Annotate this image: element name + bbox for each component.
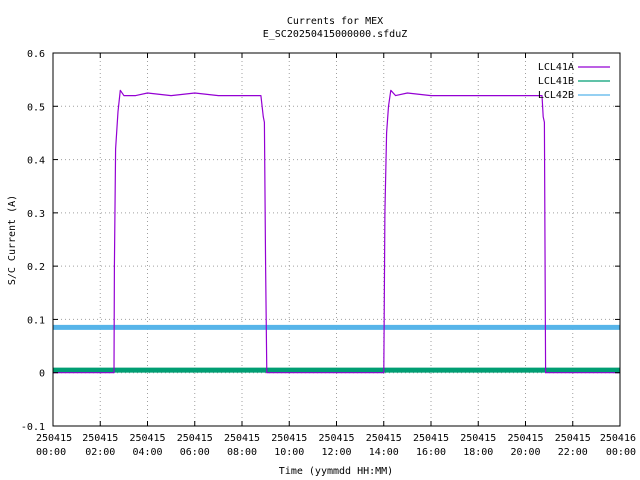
x-tick-time: 06:00 [180, 447, 210, 458]
x-tick-date: 250416 [600, 433, 636, 444]
x-tick-time: 18:00 [463, 447, 493, 458]
series-line-lcl41a [53, 89, 620, 374]
x-tick-date: 250415 [177, 433, 213, 444]
y-tick-label: 0.5 [27, 102, 45, 113]
x-tick-labels: 250415 00:00 250415 02:00 250415 04:00 250415 0… [36, 433, 636, 458]
grid [53, 53, 620, 426]
x-tick-time: 22:00 [558, 447, 588, 458]
x-tick-date: 250415 [224, 433, 260, 444]
x-tick-time: 00:00 [606, 447, 636, 458]
x-tick-date: 250415 [460, 433, 496, 444]
x-tick-date: 250415 [36, 433, 72, 444]
x-tick-date: 250415 [129, 433, 165, 444]
x-tick-time: 00:00 [36, 447, 66, 458]
x-tick-date: 250415 [318, 433, 354, 444]
y-tick-label: 0.2 [27, 262, 45, 273]
y-tick-label: 0.4 [27, 156, 45, 167]
x-tick-date: 250415 [366, 433, 402, 444]
x-tick-time: 14:00 [369, 447, 399, 458]
x-tick-time: 10:00 [274, 447, 304, 458]
x-tick-time: 12:00 [321, 447, 351, 458]
x-tick-date: 250415 [507, 433, 543, 444]
chart-title: Currents for MEX [287, 16, 383, 27]
y-tick-label: -0.1 [21, 422, 45, 433]
legend: LCL41A LCL41B LCL42B [538, 62, 610, 101]
series-layer [53, 89, 620, 374]
y-tick-label: 0.6 [27, 49, 45, 60]
x-axis-label: Time (yymmdd HH:MM) [279, 466, 393, 477]
y-tick-label: 0.3 [27, 209, 45, 220]
x-tick-time: 08:00 [227, 447, 257, 458]
x-tick-time: 16:00 [416, 447, 446, 458]
legend-label: LCL41A [538, 62, 574, 73]
x-tick-date: 250415 [271, 433, 307, 444]
y-tick-label: 0.1 [27, 315, 45, 326]
x-tick-time: 02:00 [85, 447, 115, 458]
x-tick-date: 250415 [82, 433, 118, 444]
x-tick-date: 250415 [555, 433, 591, 444]
x-tick-date: 250415 [413, 433, 449, 444]
chart-subtitle: E_SC20250415000000.sfduZ [263, 29, 408, 40]
y-tick-labels: -0.1 0 0.1 0.2 0.3 0.4 0.5 0.6 [21, 49, 45, 433]
legend-label: LCL41B [538, 76, 574, 87]
legend-label: LCL42B [538, 90, 574, 101]
y-tick-label: 0 [39, 369, 45, 380]
y-axis-label: S/C Current (A) [7, 195, 18, 285]
axis-ticks [52, 52, 621, 427]
x-tick-time: 04:00 [132, 447, 162, 458]
x-tick-time: 20:00 [510, 447, 540, 458]
